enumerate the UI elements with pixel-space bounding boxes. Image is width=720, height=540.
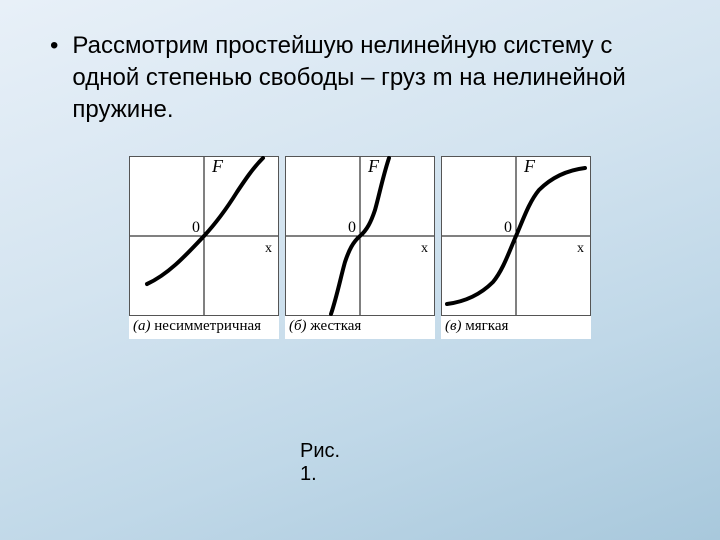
panel-caption-label: несимметричная xyxy=(154,318,261,334)
bullet-block: • Рассмотрим простейшую нелинейную систе… xyxy=(0,0,720,126)
svg-text:x: x xyxy=(265,241,272,256)
panel-caption-prefix: (а) xyxy=(133,318,154,334)
bullet-marker: • xyxy=(50,30,58,62)
chart-panel: F 0 x (в) мягкая xyxy=(441,156,591,339)
bullet-row: • Рассмотрим простейшую нелинейную систе… xyxy=(50,30,670,126)
panel-caption-prefix: (б) xyxy=(289,318,310,334)
bullet-text: Рассмотрим простейшую нелинейную систему… xyxy=(72,30,670,126)
svg-text:0: 0 xyxy=(348,219,356,236)
svg-text:F: F xyxy=(367,156,380,176)
panel-caption: (в) мягкая xyxy=(441,316,591,339)
panel-caption: (а) несимметричная xyxy=(129,316,279,339)
panel-caption-label: жесткая xyxy=(310,318,361,334)
chart-graph: F 0 x xyxy=(441,156,591,316)
figure-caption: Рис. 1. xyxy=(300,440,350,486)
panel-caption: (б) жесткая xyxy=(285,316,435,339)
chart-panel: F 0 x (б) жесткая xyxy=(285,156,435,339)
chart-graph: F 0 x xyxy=(129,156,279,316)
svg-text:x: x xyxy=(577,241,584,256)
chart-panel: F 0 x (а) несимметричная xyxy=(129,156,279,339)
svg-text:0: 0 xyxy=(192,219,200,236)
svg-text:F: F xyxy=(211,156,224,176)
chart-graph: F 0 x xyxy=(285,156,435,316)
svg-text:x: x xyxy=(421,241,428,256)
panel-caption-prefix: (в) xyxy=(445,318,465,334)
slide: • Рассмотрим простейшую нелинейную систе… xyxy=(0,0,720,540)
svg-text:0: 0 xyxy=(504,219,512,236)
panel-caption-label: мягкая xyxy=(465,318,508,334)
svg-text:F: F xyxy=(523,156,536,176)
figure-row: F 0 x (а) несимметричная F 0 x (б) жесткая F 0 x (в… xyxy=(0,156,720,339)
